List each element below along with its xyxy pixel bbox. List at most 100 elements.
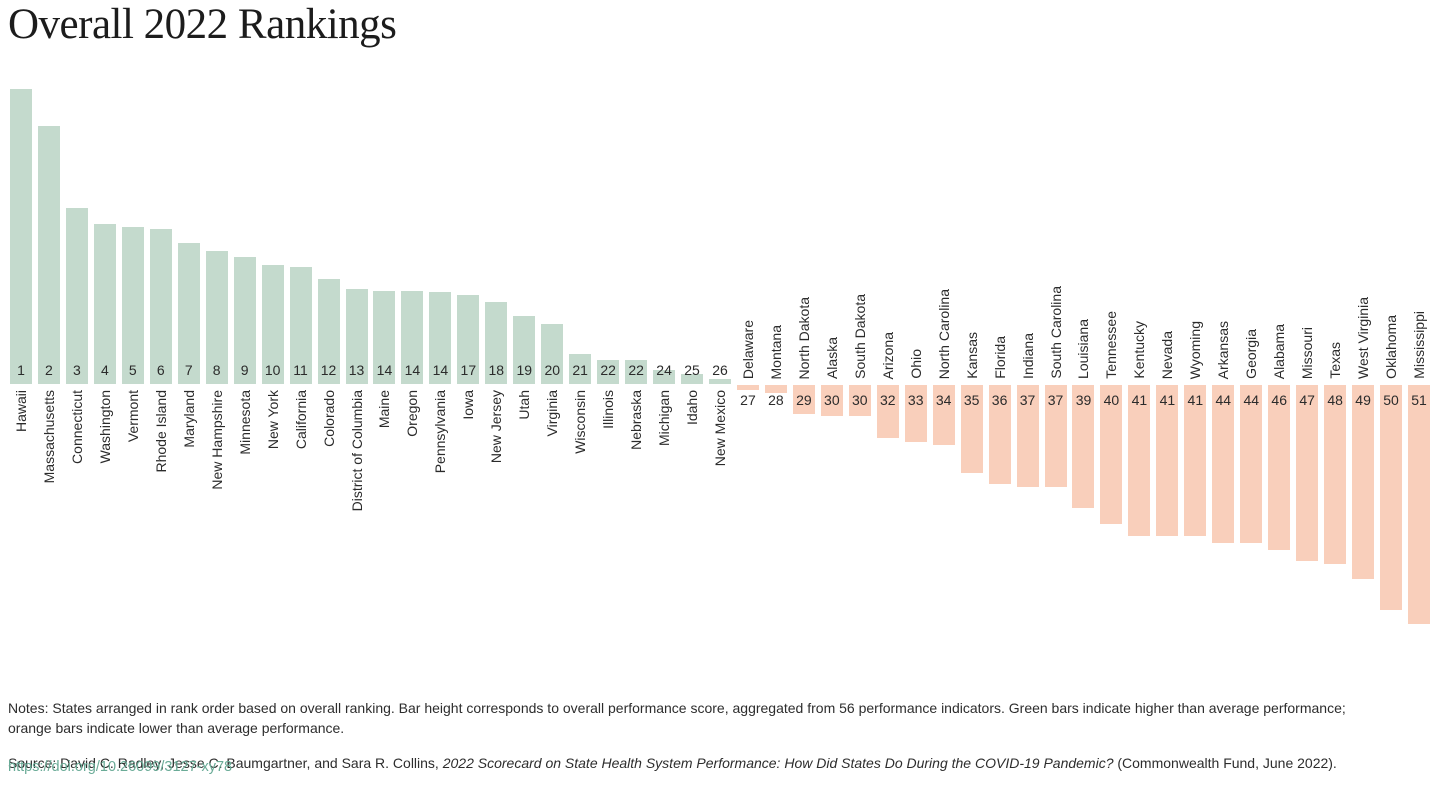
state-label: Missouri — [1299, 326, 1316, 379]
state-bar — [373, 291, 396, 384]
state-bar — [569, 354, 592, 384]
state-label: California — [292, 390, 309, 450]
state-bar — [9, 89, 32, 384]
state-label: District of Columbia — [348, 390, 365, 512]
state-bar — [932, 385, 955, 445]
state-bar — [289, 267, 312, 384]
state-label: Oklahoma — [1383, 315, 1400, 379]
rank-label: 25 — [684, 362, 700, 378]
state-bar — [1016, 385, 1039, 487]
state-label: Tennessee — [1103, 311, 1120, 379]
state-label: Arkansas — [1215, 320, 1232, 379]
state-label: Kentucky — [1131, 321, 1148, 379]
state-label: New Mexico — [712, 390, 728, 467]
state-bar — [1240, 385, 1263, 543]
rank-label: 1 — [17, 362, 25, 378]
state-label: Alaska — [823, 336, 840, 379]
state-bar — [37, 126, 60, 384]
state-label: Nevada — [1159, 330, 1176, 379]
state-bar — [205, 251, 228, 384]
rank-label: 8 — [212, 362, 221, 378]
rank-label: 41 — [1131, 392, 1148, 408]
state-label: Iowa — [460, 390, 477, 420]
state-bar — [904, 385, 927, 442]
rank-label: 29 — [796, 392, 812, 408]
state-label: Alabama — [1271, 323, 1288, 379]
rank-label: 14 — [432, 362, 449, 378]
state-label: Delaware — [739, 319, 756, 379]
state-bar — [485, 302, 508, 384]
rank-label: 9 — [240, 362, 249, 378]
doi-link[interactable]: https://doi.org/10.26099/3127-xy78 — [8, 759, 233, 775]
state-bar — [1100, 385, 1123, 524]
rank-label: 30 — [852, 392, 868, 408]
rank-label: 37 — [1047, 392, 1064, 408]
state-bar — [1324, 385, 1347, 564]
state-bar — [625, 360, 648, 384]
rank-label: 6 — [156, 362, 165, 378]
state-label: Illinois — [600, 390, 617, 429]
state-bar — [1268, 385, 1291, 550]
rank-label: 44 — [1243, 392, 1260, 408]
state-label: Mississippi — [1411, 311, 1428, 379]
state-label: Texas — [1327, 342, 1344, 379]
state-bar — [233, 257, 256, 384]
state-label: Ohio — [907, 349, 924, 379]
source-suffix: (Commonwealth Fund, June 2022). — [1113, 755, 1337, 771]
state-label: Maine — [376, 390, 393, 429]
source-prefix: Source: David C. Radley, Jesse C. Baumga… — [8, 755, 443, 771]
state-bar — [317, 279, 340, 384]
rank-label: 14 — [404, 362, 421, 378]
rank-label: 27 — [740, 392, 756, 408]
rank-label: 41 — [1159, 392, 1176, 408]
rank-label: 30 — [824, 392, 840, 408]
rank-label: 35 — [963, 392, 980, 408]
rank-label: 22 — [628, 362, 644, 378]
state-bar — [848, 385, 871, 416]
source-report-title: 2022 Scorecard on State Health System Pe… — [442, 755, 1114, 771]
state-bar — [1072, 385, 1095, 508]
state-label: Maryland — [180, 390, 197, 448]
state-bar — [345, 289, 368, 384]
state-label: Virginia — [544, 390, 561, 437]
state-label: Connecticut — [68, 390, 85, 464]
state-bar — [429, 292, 452, 384]
state-bar — [65, 208, 88, 384]
rank-label: 44 — [1215, 392, 1232, 408]
page-title: Overall 2022 Rankings — [8, 1, 397, 48]
state-bar — [792, 385, 815, 414]
rank-label: 26 — [712, 362, 728, 378]
rank-label: 4 — [100, 362, 109, 378]
state-label: Rhode Island — [152, 390, 169, 473]
rank-label: 22 — [600, 362, 616, 378]
state-label: Arizona — [879, 331, 896, 379]
rank-label: 33 — [907, 392, 924, 408]
state-bar — [1352, 385, 1375, 579]
rank-label: 47 — [1299, 392, 1315, 408]
state-bar — [681, 374, 704, 384]
state-bar — [1044, 385, 1067, 487]
state-bar — [513, 316, 536, 384]
state-label: North Carolina — [935, 288, 952, 379]
rank-label: 13 — [348, 362, 365, 378]
state-bar — [1408, 385, 1431, 624]
state-bar — [121, 227, 144, 384]
state-bar — [1156, 385, 1179, 536]
rank-label: 32 — [879, 392, 896, 408]
state-label: Idaho — [684, 390, 701, 426]
state-bar — [1128, 385, 1151, 536]
state-bar — [736, 385, 759, 390]
rank-label: 48 — [1327, 392, 1343, 408]
rank-label: 19 — [516, 362, 533, 378]
rank-label: 34 — [935, 392, 952, 408]
state-bar — [1380, 385, 1403, 610]
rank-label: 46 — [1271, 392, 1287, 408]
state-label: Indiana — [1019, 333, 1036, 379]
rank-label: 11 — [293, 362, 308, 378]
state-label: Florida — [991, 336, 1008, 379]
rank-label: 7 — [184, 362, 193, 378]
state-label: Massachusetts — [40, 390, 57, 484]
rank-label: 12 — [320, 362, 337, 378]
